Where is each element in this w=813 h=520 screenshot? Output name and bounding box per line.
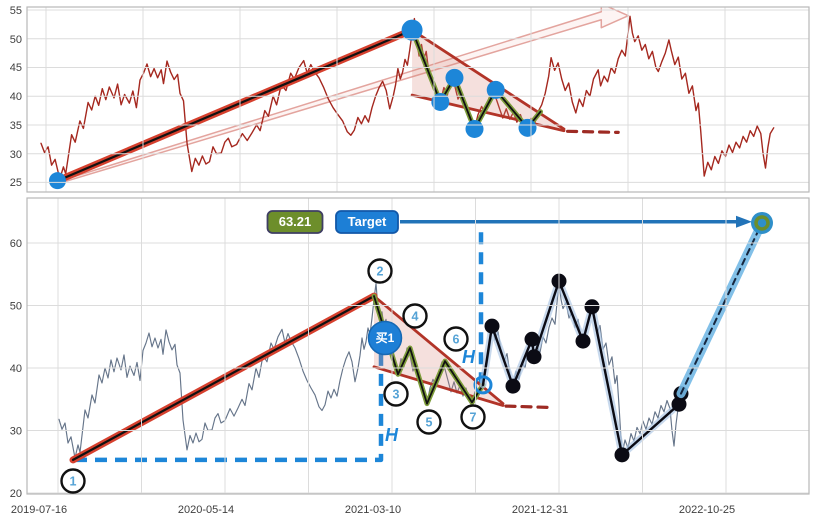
svg-text:1: 1 bbox=[70, 475, 77, 489]
wave-number-markers: 1 2 3 4 5 6 7 bbox=[60, 258, 486, 494]
wave-marker-7: 7 bbox=[460, 404, 486, 430]
top-y-tick: 55 bbox=[10, 5, 22, 17]
date-tick: 2022-10-25 bbox=[679, 504, 735, 516]
target-badge: Target bbox=[335, 210, 399, 234]
bottom-y-tick: 30 bbox=[10, 426, 22, 438]
top-y-tick: 25 bbox=[10, 177, 22, 189]
wave-marker-5: 5 bbox=[416, 409, 442, 435]
date-tick: 2021-12-31 bbox=[512, 504, 568, 516]
date-tick: 2019-07-16 bbox=[11, 504, 67, 516]
buy-signal-badge: 买1 bbox=[367, 320, 403, 356]
target-label: Target bbox=[348, 214, 387, 229]
price-target-badge: 63.21 bbox=[266, 210, 324, 234]
top-y-tick: 30 bbox=[10, 149, 22, 161]
top-y-tick: 45 bbox=[10, 62, 22, 74]
bottom-panel bbox=[58, 211, 773, 464]
price-target-value: 63.21 bbox=[279, 214, 312, 229]
bottom-y-tick: 50 bbox=[10, 301, 22, 313]
wave-marker-4: 4 bbox=[402, 303, 428, 329]
top-panel-frame bbox=[26, 6, 810, 193]
height-label-1: H bbox=[385, 425, 399, 445]
top-y-axis: 55 50 45 40 35 30 25 bbox=[10, 5, 22, 189]
svg-text:7: 7 bbox=[470, 411, 477, 425]
svg-text:6: 6 bbox=[453, 333, 460, 347]
top-y-tick: 40 bbox=[10, 91, 22, 103]
bottom-x-axis: 2019-07-16 2020-05-14 2021-03-10 2021-12… bbox=[11, 504, 735, 516]
bottom-y-tick: 40 bbox=[10, 363, 22, 375]
bottom-y-axis: 60 50 40 30 20 bbox=[10, 238, 22, 500]
svg-text:3: 3 bbox=[393, 388, 400, 402]
svg-text:4: 4 bbox=[412, 310, 419, 324]
top-y-tick: 35 bbox=[10, 120, 22, 132]
wave-marker-6: 6 bbox=[443, 326, 469, 352]
svg-text:2: 2 bbox=[377, 265, 384, 279]
wave-marker-3: 3 bbox=[383, 381, 409, 407]
date-tick: 2021-03-10 bbox=[345, 504, 401, 516]
svg-text:5: 5 bbox=[426, 416, 433, 430]
top-y-tick: 50 bbox=[10, 34, 22, 46]
bottom-y-tick: 60 bbox=[10, 238, 22, 250]
wave-marker-2: 2 bbox=[367, 258, 393, 284]
buy-signal-label: 买1 bbox=[376, 331, 395, 345]
height-label-2: H bbox=[462, 347, 476, 367]
date-tick: 2020-05-14 bbox=[178, 504, 234, 516]
bottom-y-tick: 20 bbox=[10, 488, 22, 500]
wave-marker-1: 1 bbox=[60, 468, 86, 494]
